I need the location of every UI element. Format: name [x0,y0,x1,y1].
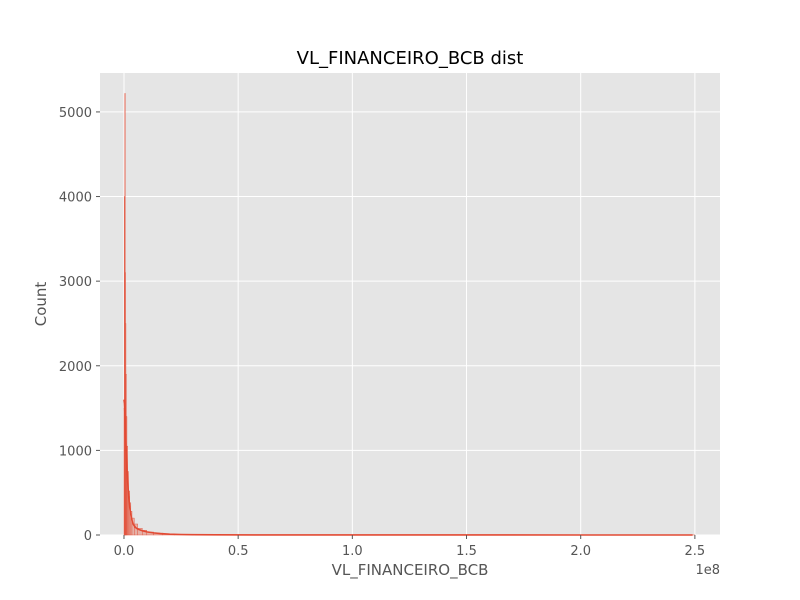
x-tick-label: 0.5 [228,544,249,559]
x-tick-label: 2.5 [685,544,706,559]
y-tick-label: 2000 [59,360,92,375]
y-tick-label: 0 [84,529,92,544]
x-axis-offset-label: 1e8 [695,563,720,578]
y-tick-label: 4000 [59,191,92,206]
x-axis-label: VL_FINANCEIRO_BCB [332,561,489,580]
chart-title: VL_FINANCEIRO_BCB dist [297,48,524,69]
x-tick-label: 1.5 [456,544,477,559]
axis-ticks: 0.0 0.5 1.0 1.5 2.0 2.5 0 1000 2000 3000 4000 5000 [59,106,705,559]
y-tick-label: 3000 [59,275,92,290]
x-tick-label: 2.0 [570,544,591,559]
x-tick-label: 0.0 [114,544,135,559]
y-axis-label: Count [32,282,50,327]
kde-layer [123,399,693,536]
kde-line [123,399,693,536]
plot-background [100,73,720,535]
y-tick-label: 1000 [59,444,92,459]
y-tick-label: 5000 [59,106,92,121]
x-tick-label: 1.0 [342,544,363,559]
